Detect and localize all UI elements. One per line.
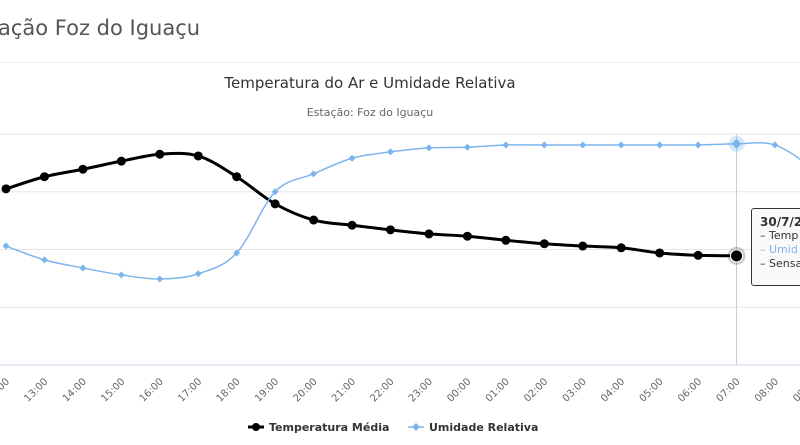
x-tick-label: 03:00 [561, 376, 589, 404]
data-point-temperatura [655, 248, 665, 258]
data-point-temperatura [1, 184, 11, 194]
legend-marker [252, 423, 260, 431]
x-tick-label: 13:00 [22, 376, 50, 404]
x-tick-label: 16:00 [138, 376, 166, 404]
data-point-umidade [502, 141, 510, 149]
data-point-temperatura [193, 151, 203, 161]
data-point-temperatura [39, 172, 49, 182]
data-point-umidade [694, 141, 702, 149]
x-tick-label: 17:00 [176, 376, 204, 404]
tooltip-line-umid: – Umid [760, 243, 798, 256]
data-point-umidade [40, 256, 48, 264]
data-point-temperatura [730, 249, 744, 263]
tooltip-line-sensacao: – Sensa [760, 257, 800, 270]
legend-item-umidade[interactable]: Umidade Relativa [429, 421, 538, 434]
data-point-umidade [463, 143, 471, 151]
x-tick-label: 06:00 [676, 376, 704, 404]
series-line-umidade [5, 142, 800, 280]
tooltip-line-temp: – Temp [760, 229, 799, 242]
page-title: ação Foz do Iguaçu [0, 16, 201, 40]
x-tick-label: 00:00 [445, 376, 473, 404]
data-point-umidade [348, 154, 356, 162]
data-point-umidade [540, 141, 548, 149]
data-point-umidade [771, 141, 779, 149]
data-point-umidade [656, 141, 664, 149]
x-tick-label: 12:00 [0, 376, 12, 404]
x-tick-label: 14:00 [61, 376, 89, 404]
x-tick-label: 01:00 [484, 376, 512, 404]
data-point-umidade [387, 148, 394, 156]
data-point-umidade [156, 275, 164, 283]
data-point-temperatura [539, 239, 549, 249]
data-point-umidade [617, 141, 625, 149]
data-point-umidade [233, 249, 241, 257]
data-point-umidade [425, 144, 433, 152]
tooltip: 30/7/2 – Temp – Umid – Sensa [751, 208, 800, 286]
x-tick-label: 19:00 [253, 376, 281, 404]
x-tick-label: 20:00 [292, 376, 320, 404]
chart-title: Temperatura do Ar e Umidade Relativa [223, 74, 515, 92]
data-point-temperatura [116, 156, 126, 166]
data-point-umidade [117, 271, 125, 279]
x-tick-label: 22:00 [368, 376, 396, 404]
data-point-temperatura [78, 164, 88, 174]
data-point-temperatura [309, 215, 319, 225]
x-tick-label: 21:00 [330, 376, 358, 404]
data-point-umidade [271, 188, 279, 196]
x-tick-label: 15:00 [99, 376, 127, 404]
x-tick-label: 23:00 [407, 376, 435, 404]
data-point-temperatura [424, 229, 434, 239]
x-tick-label: 09:00 [791, 376, 800, 404]
data-point-temperatura [155, 149, 165, 159]
data-point-umidade [194, 270, 202, 278]
data-point-temperatura [462, 231, 472, 241]
data-point-temperatura [501, 235, 511, 245]
data-point-umidade [731, 138, 742, 149]
data-point-temperatura [693, 250, 703, 260]
series-line-temperatura [5, 151, 737, 258]
data-point-temperatura [616, 243, 626, 253]
x-tick-label: 08:00 [753, 376, 781, 404]
x-tick-label: 04:00 [599, 376, 627, 404]
x-tick-label: 05:00 [638, 376, 666, 404]
tooltip-header: 30/7/2 [760, 215, 800, 229]
data-point-umidade [579, 141, 587, 149]
data-point-temperatura [386, 225, 395, 235]
data-point-temperatura [232, 172, 242, 182]
data-point-temperatura [270, 199, 280, 209]
data-point-temperatura [347, 220, 357, 230]
data-point-umidade [310, 170, 318, 178]
data-point-umidade [2, 242, 10, 250]
data-point-umidade [79, 264, 87, 272]
x-tick-label: 02:00 [522, 376, 550, 404]
legend-marker [412, 423, 420, 431]
divider [0, 62, 800, 63]
data-point-temperatura [578, 241, 588, 251]
x-tick-label: 07:00 [715, 376, 743, 404]
x-tick-label: 18:00 [215, 376, 243, 404]
legend-item-temperatura[interactable]: Temperatura Média [269, 421, 389, 434]
chart-subtitle: Estação: Foz do Iguaçu [307, 106, 434, 119]
